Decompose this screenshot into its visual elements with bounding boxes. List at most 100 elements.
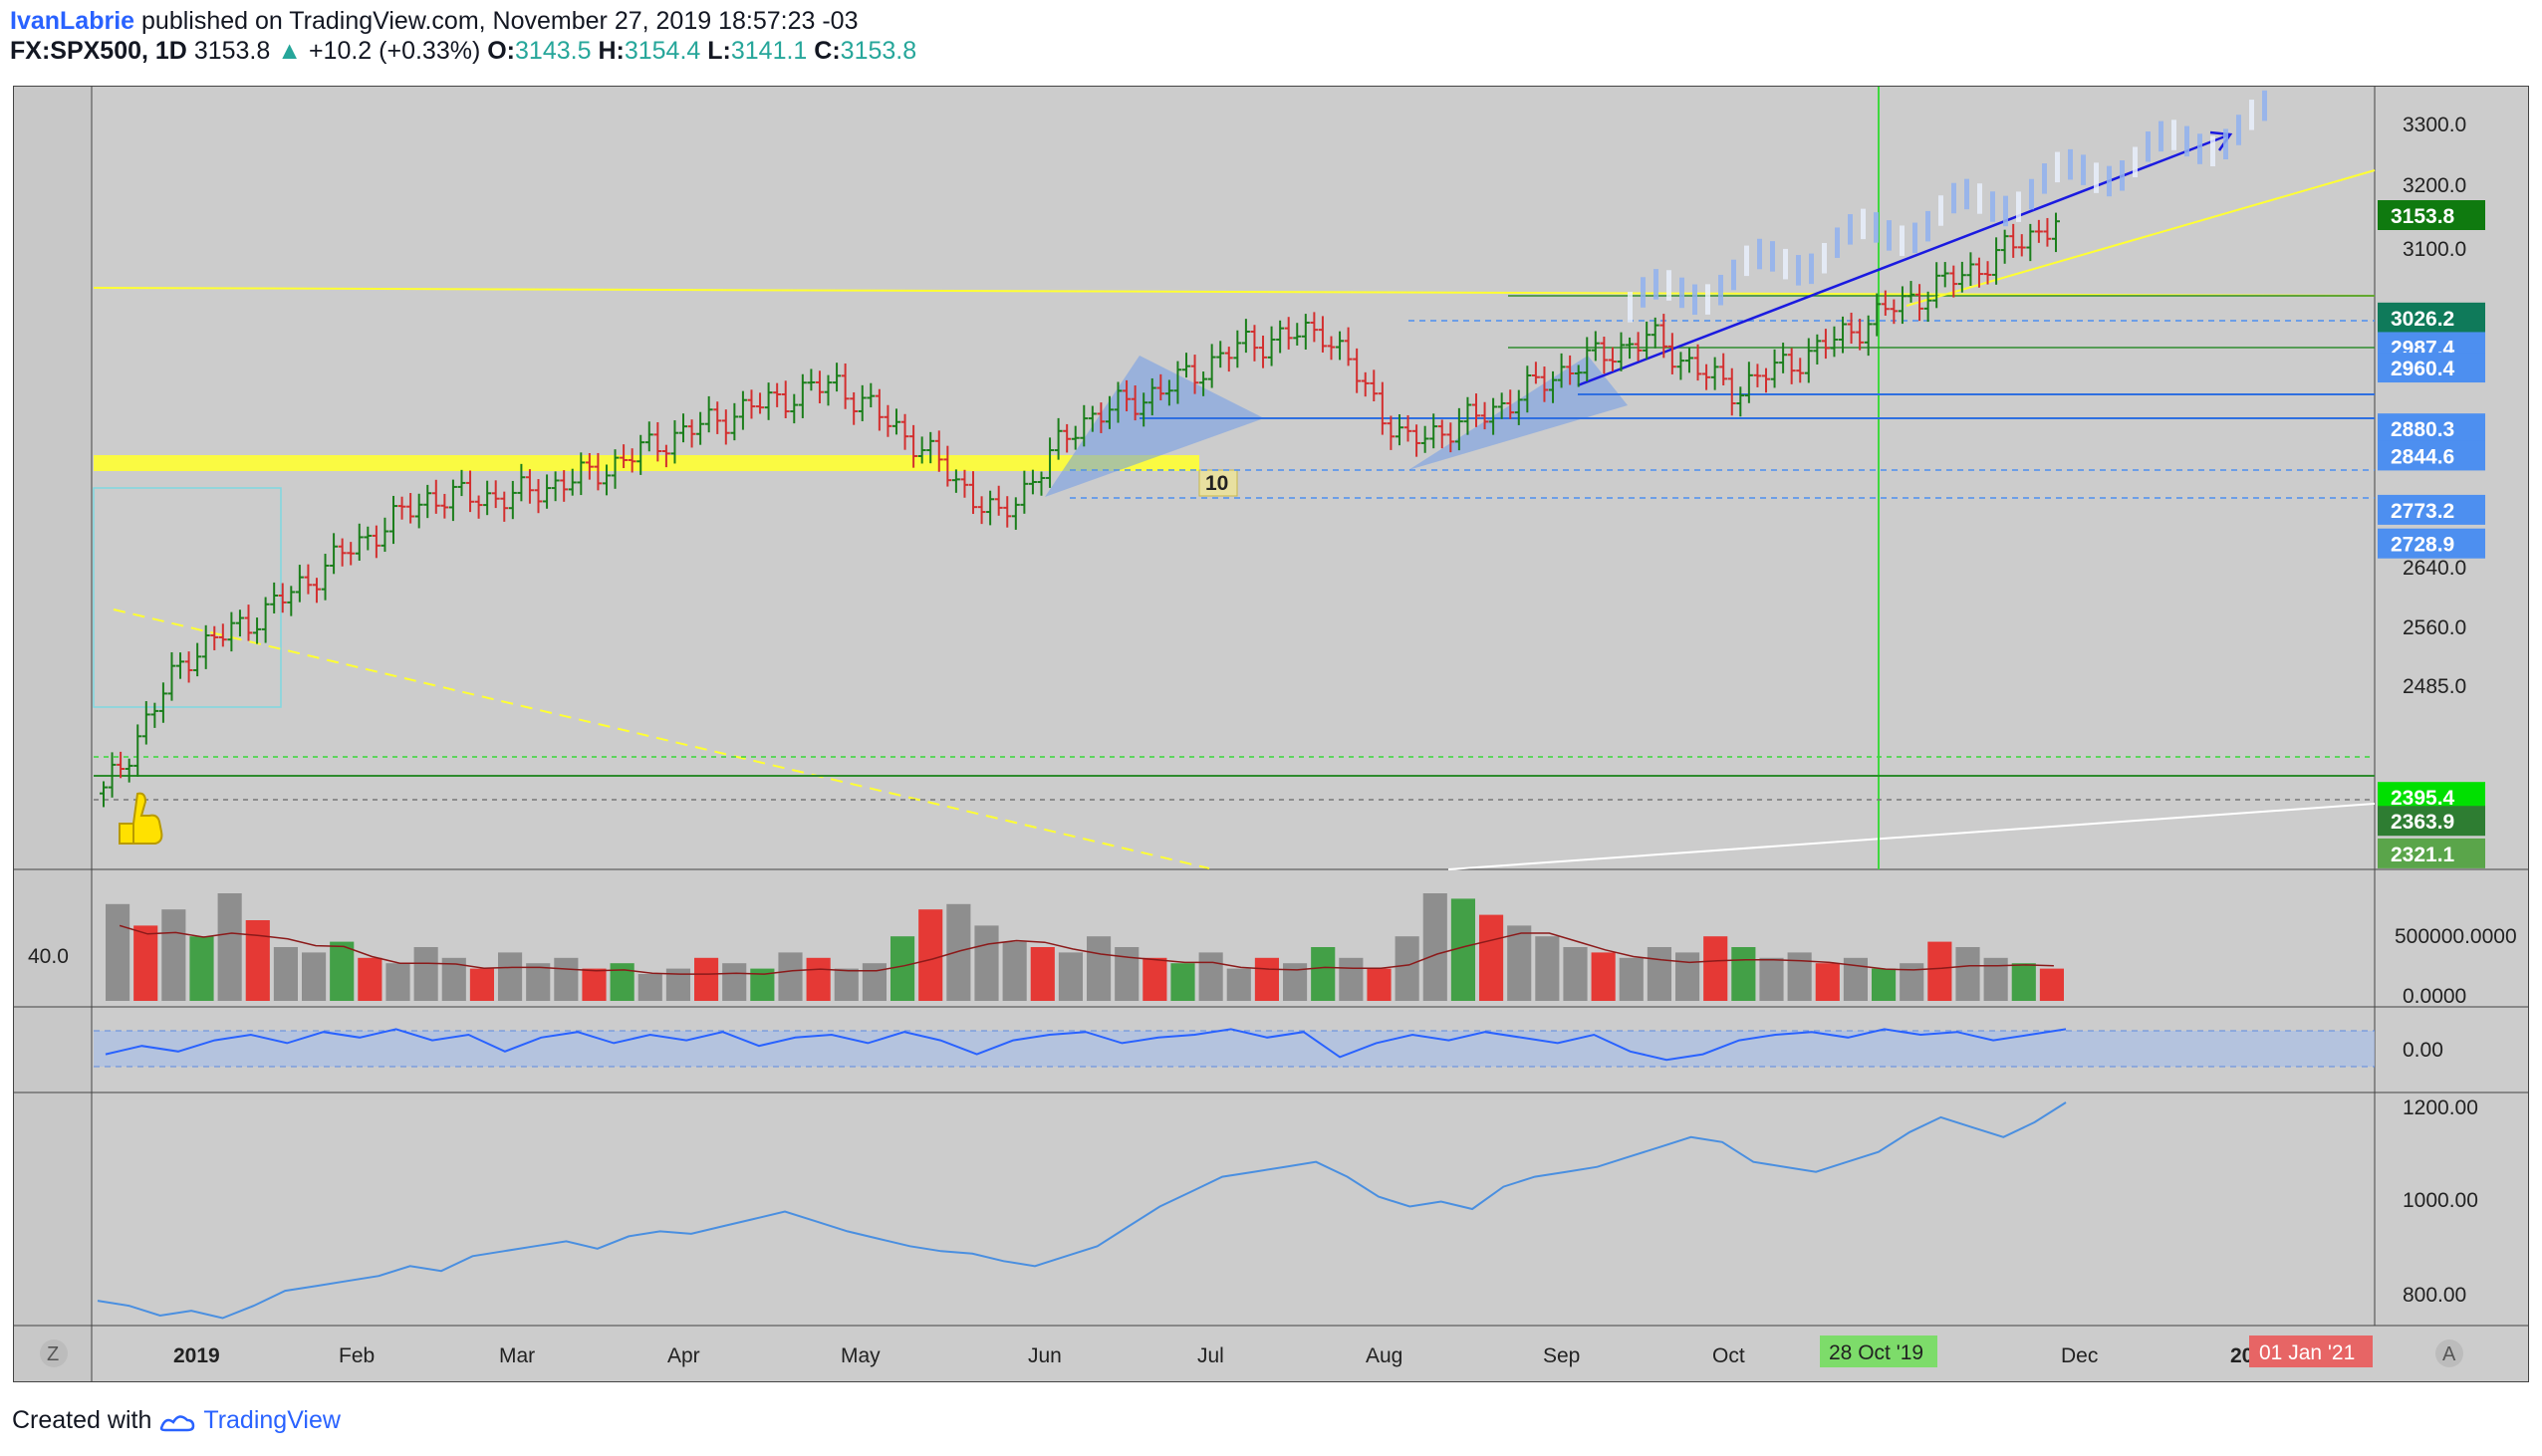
price-bar <box>235 609 244 637</box>
volume-bar <box>1703 936 1728 1001</box>
price-bar <box>917 436 926 464</box>
price-bar <box>841 363 850 409</box>
price-bar <box>1140 392 1148 427</box>
price-bar <box>1131 384 1140 421</box>
price-bar <box>1336 331 1345 361</box>
price-axis[interactable]: 3300.0 3200.0 3100.0 2640.0 2560.0 2485.… <box>2378 114 2485 868</box>
chart-area[interactable]: 10 <box>13 86 2529 1382</box>
level-badge-8: 2363.9 <box>2378 806 2485 837</box>
volume-bar <box>582 968 607 1001</box>
price-bar <box>909 424 918 468</box>
level-badge-0: 3026.2 <box>2378 302 2485 333</box>
price-bar <box>117 751 126 779</box>
volume-bar <box>946 903 971 1001</box>
time-label-jul: Jul <box>1197 1344 1224 1367</box>
price-bar <box>1310 312 1319 343</box>
price-bar <box>372 525 381 559</box>
volume-bar <box>722 963 747 1001</box>
price-bar <box>534 479 543 514</box>
level-badge-2: 2960.4 <box>2378 353 2485 383</box>
footer: Created with TradingView <box>12 1406 341 1435</box>
price-bar <box>141 701 150 745</box>
price-bar <box>1608 347 1617 371</box>
price-bar <box>1344 327 1353 366</box>
price-bar <box>620 444 629 469</box>
indicator-tick-1000: 1000.00 <box>2403 1189 2478 1212</box>
volume-bar <box>890 936 915 1001</box>
svg-text:Z: Z <box>47 1343 59 1365</box>
price-bar <box>448 479 457 522</box>
author-name[interactable]: IvanLabrie <box>10 7 135 35</box>
price-bar <box>491 480 500 509</box>
arrow-head-icon <box>2209 130 2233 151</box>
zoom-out-button[interactable]: Z <box>40 1339 68 1367</box>
price-bar <box>926 431 935 464</box>
price-bar <box>338 538 347 567</box>
oscillator-line[interactable] <box>105 1028 2067 1062</box>
volume-bar <box>1535 936 1560 1001</box>
projection-bar <box>1951 182 1956 214</box>
price-bar <box>2043 217 2052 247</box>
channel-support-line[interactable] <box>1906 169 2376 307</box>
price-bar <box>150 702 159 728</box>
price-bar <box>1540 366 1549 402</box>
price-bar <box>508 480 517 520</box>
price-bar <box>525 469 534 504</box>
price-bar <box>381 517 389 553</box>
level-badge-text-8: 2363.9 <box>2391 811 2454 834</box>
price-bar <box>1804 338 1813 383</box>
volume-bar <box>189 936 214 1001</box>
tradingview-link[interactable]: TradingView <box>203 1406 341 1434</box>
volume-bar <box>1759 957 1784 1001</box>
volume-bar <box>1395 936 1419 1001</box>
price-bar <box>1123 379 1132 412</box>
indicator-pane[interactable]: 1200.00 1000.00 800.00 <box>97 1096 2478 1320</box>
price-bar <box>1267 326 1276 366</box>
projection-bar <box>1679 277 1684 309</box>
price-bar <box>1259 335 1268 368</box>
price-bar <box>602 464 611 496</box>
volume-bar <box>1872 968 1897 1001</box>
price-bar <box>517 463 526 502</box>
indicator-line[interactable] <box>97 1101 2067 1320</box>
price-bars[interactable] <box>100 212 2060 808</box>
price-bar <box>1506 389 1515 419</box>
projection-bar <box>2107 165 2112 197</box>
price-bar <box>1744 362 1753 403</box>
price-bar <box>951 469 960 493</box>
price-bar <box>278 583 287 613</box>
svg-text:3153.8: 3153.8 <box>2391 205 2455 228</box>
projection-bar <box>2068 148 2073 180</box>
price-bar <box>1071 425 1080 450</box>
left-toolbar <box>14 87 92 1381</box>
time-axis[interactable]: Z A 2019 Feb Mar Apr May Jun Jul Aug Sep… <box>40 1335 2463 1367</box>
dashed-trend-line[interactable] <box>113 608 1210 869</box>
time-label-sep: Sep <box>1543 1344 1580 1367</box>
white-trend-line[interactable] <box>1447 803 2376 870</box>
blue-triangle-1[interactable] <box>1045 356 1264 497</box>
svg-text:01 Jan '21: 01 Jan '21 <box>2259 1341 2355 1364</box>
volume-bar <box>1563 947 1588 1001</box>
cyan-rectangle[interactable] <box>93 487 282 708</box>
price-bar <box>1813 334 1822 365</box>
chart-canvas[interactable]: 10 <box>14 87 2528 1381</box>
volume-pane[interactable]: 40.0 500000.0000 0.0000 <box>28 893 2517 1008</box>
price-bar <box>201 624 210 669</box>
support-zone[interactable] <box>94 455 1199 471</box>
oscillator-pane[interactable]: 0.00 <box>94 1028 2443 1068</box>
level-badge-text-7: 2395.4 <box>2391 787 2455 810</box>
price-bar <box>108 752 117 798</box>
price-bar <box>585 452 594 480</box>
price-bar <box>500 491 509 522</box>
projection-bar <box>1900 225 1905 256</box>
volume-bar <box>1143 957 1167 1001</box>
price-pane[interactable]: 10 <box>93 87 2376 870</box>
price-bar <box>1403 414 1412 442</box>
price-tick-2485: 2485.0 <box>2403 675 2466 698</box>
auto-scale-button[interactable]: A <box>2435 1339 2463 1367</box>
resistance-line[interactable] <box>93 287 2376 297</box>
level-badge-text-4: 2844.6 <box>2391 445 2454 468</box>
price-bar <box>218 623 227 647</box>
price-bar <box>1949 265 1958 298</box>
price-bar <box>483 480 492 516</box>
